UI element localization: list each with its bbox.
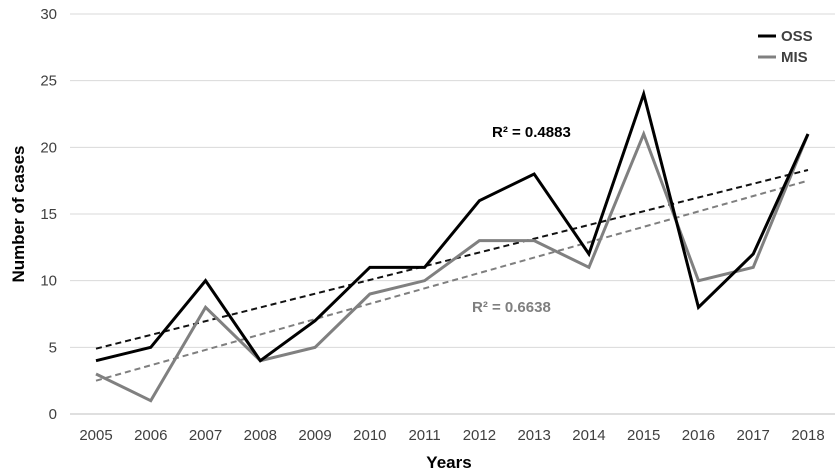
x-tick-label: 2006 <box>134 427 167 444</box>
y-tick-label: 15 <box>40 206 57 223</box>
x-tick-label: 2007 <box>189 427 222 444</box>
y-tick-label: 25 <box>40 73 57 90</box>
x-tick-label: 2008 <box>244 427 277 444</box>
x-tick-label: 2013 <box>517 427 550 444</box>
y-tick-label: 5 <box>49 339 57 356</box>
legend-label-oss: OSS <box>781 28 813 45</box>
y-tick-labels: 0 5 10 15 20 25 30 <box>40 6 57 423</box>
r2-label-oss: R² = 0.4883 <box>492 124 571 141</box>
trendline-mis <box>95 179 809 382</box>
y-axis-title: Number of cases <box>9 146 28 283</box>
series-line-mis <box>95 129 810 403</box>
x-tick-label: 2011 <box>408 427 440 444</box>
trendline-oss <box>95 169 809 350</box>
x-tick-label: 2015 <box>627 427 660 444</box>
r2-annotations: R² = 0.4883 R² = 0.6638 <box>472 124 571 316</box>
r2-label-mis: R² = 0.6638 <box>472 299 551 316</box>
series-line-oss <box>95 88 810 363</box>
y-tick-label: 0 <box>49 406 57 423</box>
x-tick-label: 2014 <box>572 427 605 444</box>
x-tick-labels: 2005 2006 2007 2008 2009 2010 2011 2012 2013 2014… <box>79 427 824 444</box>
x-axis-title: Years <box>426 453 471 472</box>
legend: OSS MIS <box>758 28 813 66</box>
x-tick-label: 2017 <box>737 427 770 444</box>
y-tick-label: 30 <box>40 6 57 23</box>
x-tick-label: 2009 <box>298 427 331 444</box>
x-tick-label: 2005 <box>79 427 112 444</box>
trendlines <box>95 169 809 382</box>
series-lines <box>95 88 810 403</box>
x-tick-label: 2018 <box>791 427 824 444</box>
gridlines <box>70 13 835 415</box>
x-tick-label: 2016 <box>682 427 715 444</box>
y-tick-label: 20 <box>40 139 57 156</box>
x-tick-label: 2010 <box>353 427 386 444</box>
y-tick-label: 10 <box>40 273 57 290</box>
x-tick-label: 2012 <box>463 427 496 444</box>
legend-label-mis: MIS <box>781 49 808 66</box>
